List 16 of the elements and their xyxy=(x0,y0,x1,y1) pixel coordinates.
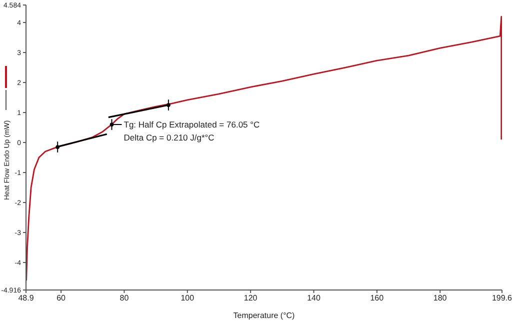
x-tick-label: 160 xyxy=(370,294,384,303)
x-tick-label: 80 xyxy=(120,294,130,303)
annotation: Delta Cp = 0.210 J/g*°C xyxy=(124,132,214,143)
x-tick-label: 120 xyxy=(244,294,258,303)
point xyxy=(110,122,114,126)
point xyxy=(56,145,60,149)
x-tick-label: 180 xyxy=(433,294,448,303)
point xyxy=(166,103,170,107)
x-tick-label: 48.9 xyxy=(18,294,34,303)
x-tick-label: 60 xyxy=(56,294,66,303)
line-series xyxy=(26,16,502,282)
annotation: Tg: Half Cp Extrapolated = 76.05 °C xyxy=(124,120,260,130)
x-axis-title: Temperature (°C) xyxy=(233,311,296,320)
x-tick-label: 199.6 xyxy=(492,294,513,303)
x-tick-label: 100 xyxy=(180,294,195,303)
x-tick-label: 140 xyxy=(307,294,321,303)
